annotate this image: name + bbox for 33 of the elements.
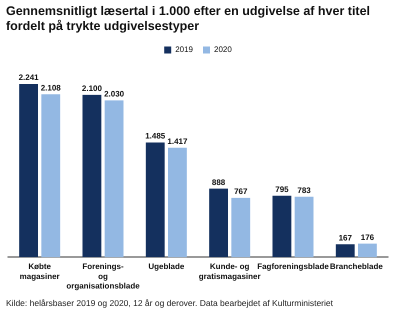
data-label: 888	[212, 178, 226, 187]
data-label: 167	[338, 233, 352, 242]
data-label: 176	[360, 232, 375, 242]
legend-label: 2019	[175, 45, 194, 54]
bar	[168, 148, 187, 258]
bar	[146, 142, 165, 258]
x-tick-label: Købte magasiner	[20, 262, 60, 281]
data-label: 1.417	[167, 136, 188, 146]
bar	[104, 100, 124, 258]
legend-label: 2020	[214, 45, 232, 54]
bar	[41, 94, 60, 258]
chart-title: Gennemsnitligt læsertal i 1.000 efter en udgivelse af hver titel fordelt på trykte udgivelsestyper	[6, 4, 372, 34]
data-label: 767	[234, 187, 248, 196]
data-label: 1.485	[145, 132, 166, 141]
bar	[209, 188, 228, 258]
bar	[336, 244, 355, 258]
text: Kilde: helårsbaser 2019 og 2020, 12 år og derover. Data bearbejdet af Kulturministeriet	[6, 298, 334, 308]
data-label: 2.030	[104, 90, 125, 99]
x-tick-label: Brancheblade	[330, 262, 384, 272]
bar	[19, 84, 38, 258]
bar	[358, 244, 377, 258]
bar	[272, 196, 292, 258]
data-label: 795	[275, 184, 290, 194]
data-label: 2.241	[18, 73, 40, 82]
bar	[82, 94, 102, 258]
bar	[231, 198, 250, 258]
bar	[294, 196, 314, 258]
x-tick-label: Forenings- og organisationsblade	[66, 262, 140, 290]
data-label: 2.100	[82, 84, 102, 94]
data-label: 2.108	[40, 83, 62, 92]
x-tick-label: Ugeblade	[148, 262, 185, 272]
data-label: 783	[297, 186, 312, 195]
x-tick-label: Fagforeningsblade	[257, 262, 330, 272]
